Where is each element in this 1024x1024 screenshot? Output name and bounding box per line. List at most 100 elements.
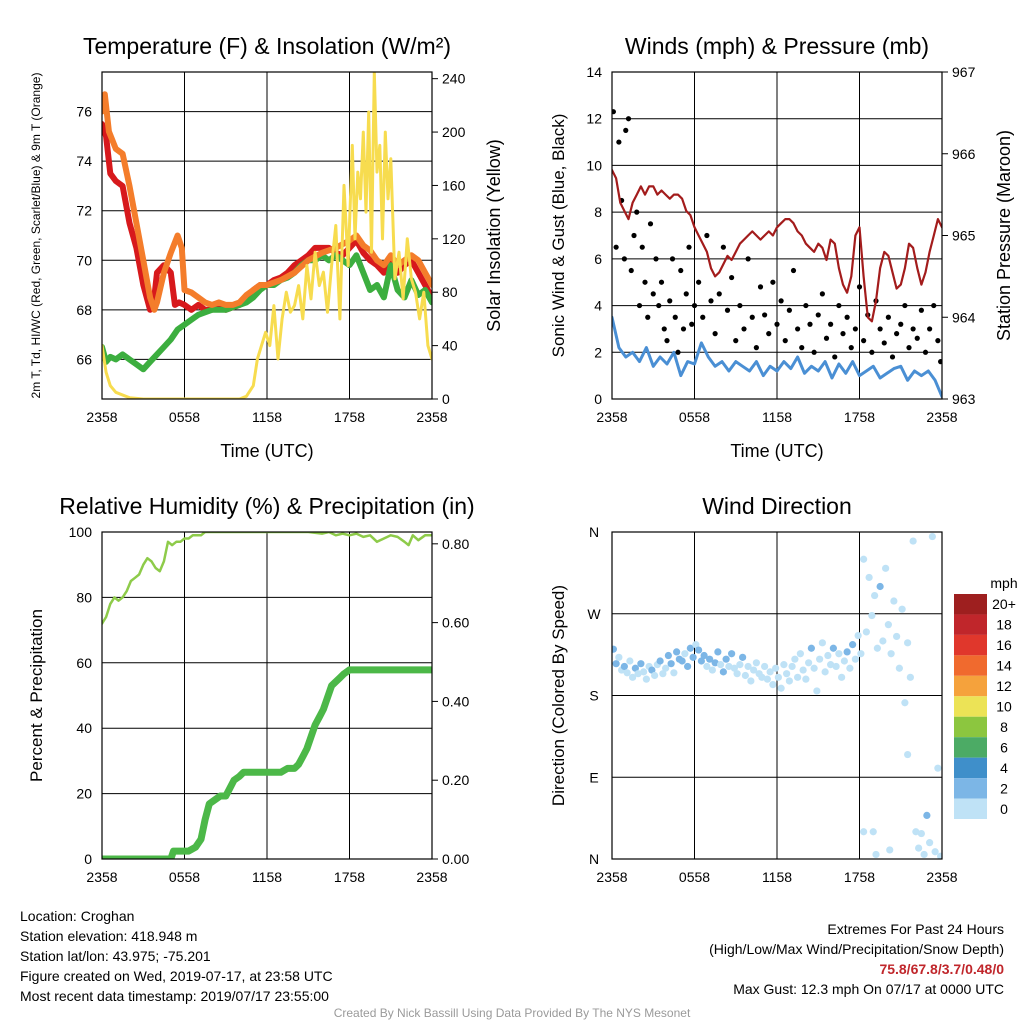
y-tick-label: 6 [594,251,602,267]
y-tick-label: 68 [76,302,92,318]
y-tick-label: 4 [594,298,602,314]
wind-direction-point [849,641,857,649]
chart-title: Temperature (F) & Insolation (W/m²) [83,33,451,59]
gust-point [667,298,673,304]
wind-direction-point [651,671,659,680]
wind-direction-point [840,657,848,665]
gust-point [852,326,858,332]
gust-point [774,321,780,327]
chart-title: Winds (mph) & Pressure (mb) [625,33,929,59]
series-station-pressure-line [612,169,942,323]
gust-point [680,326,687,332]
colorbar-swatch [954,675,987,697]
gust-point [696,279,702,285]
gust-point [856,284,863,290]
wind-direction-point [761,662,769,671]
y-axis-label: Percent & Precipitation [27,609,46,782]
gust-point [918,307,924,313]
y2-tick-label: 963 [952,391,976,407]
wind-direction-point [871,591,879,600]
y-tick-label: 72 [76,203,92,219]
wind-direction-point [689,653,697,661]
series-relative-humidity-line [102,532,432,625]
colorbar-swatch [954,778,987,799]
gust-point [885,314,891,320]
colorbar-label: 4 [1000,760,1008,776]
y-tick-label: N [589,524,599,540]
wind-direction-point [816,655,824,663]
colorbar-swatch [954,798,987,819]
wind-direction-point [791,655,799,663]
gust-point [877,326,883,332]
wind-direction-point [706,655,714,663]
gust-point [778,298,784,304]
y-tick-label: 76 [76,104,92,120]
x-tick-label: 2358 [416,869,447,885]
gust-point [650,291,656,297]
wind-direction-point [810,664,818,672]
gust-point [745,256,751,262]
gust-point [770,279,776,285]
gust-point [922,349,929,355]
gust-point [634,209,640,215]
wind-direction-point [692,641,700,649]
extremes-panel: Extremes For Past 24 Hours (High/Low/Max… [709,919,1004,999]
wind-direction-point [739,653,747,661]
wind-direction-point [794,673,802,681]
gust-point [675,349,681,355]
gust-point [795,326,801,332]
gust-point [881,340,887,346]
colorbar-label: 12 [996,678,1012,694]
gust-point [749,314,755,320]
x-tick-label: 0558 [679,869,710,885]
gust-point [782,338,788,344]
wind-direction-point [854,631,862,640]
wind-direction-point [700,651,708,660]
wind-direction-point [711,659,719,667]
y2-tick-label: 967 [952,64,976,80]
y2-tick-label: 0 [442,391,450,407]
max-gust: Max Gust: 12.3 mph On 07/17 at 0000 UTC [733,981,1004,997]
y-tick-label: 0 [84,851,92,867]
gust-point [628,267,634,274]
gust-point [753,345,759,351]
y2-tick-label: 160 [442,177,466,193]
gust-point [733,338,739,344]
gust-point [790,267,797,274]
wind-direction-point [821,668,829,676]
gust-point [848,345,854,351]
extremes-subtitle: (High/Low/Max Wind/Precipitation/Snow De… [709,941,1004,957]
gust-point [799,345,805,351]
wind-direction-point [629,673,637,681]
x-tick-label: 1158 [252,869,282,885]
gust-point [762,312,768,318]
wind-direction-point [895,664,903,672]
y-tick-label: 0 [594,391,602,407]
gust-point [844,314,850,320]
y-tick-label: 20 [76,786,92,802]
wind-direction-point [626,657,634,665]
wind-direction-point [865,573,873,582]
y-tick-label: 12 [586,111,602,127]
x-tick-label: 0558 [169,409,200,425]
gust-point [840,331,846,337]
gust-point [757,284,764,290]
wind-direction-point [884,621,892,629]
gust-point [902,302,908,309]
gust-point [807,321,813,327]
gust-point [678,267,684,274]
colorbar-swatch [954,757,987,779]
y-tick-label: E [589,769,598,785]
wind-direction-point [659,670,667,678]
wind-direction-point [923,811,931,820]
gust-point [686,244,692,250]
figure-created: Figure created on Wed, 2019-07-17, at 23… [20,968,333,984]
y-tick-label: 8 [594,204,602,220]
wind-direction-point [730,664,738,672]
plot-area [102,72,432,399]
y2-tick-label: 0.60 [442,615,469,631]
wind-direction-point [901,699,909,707]
wind-direction-point [879,637,887,645]
series-sonic-wind-line [612,315,942,399]
wind-direction-point [904,750,912,759]
